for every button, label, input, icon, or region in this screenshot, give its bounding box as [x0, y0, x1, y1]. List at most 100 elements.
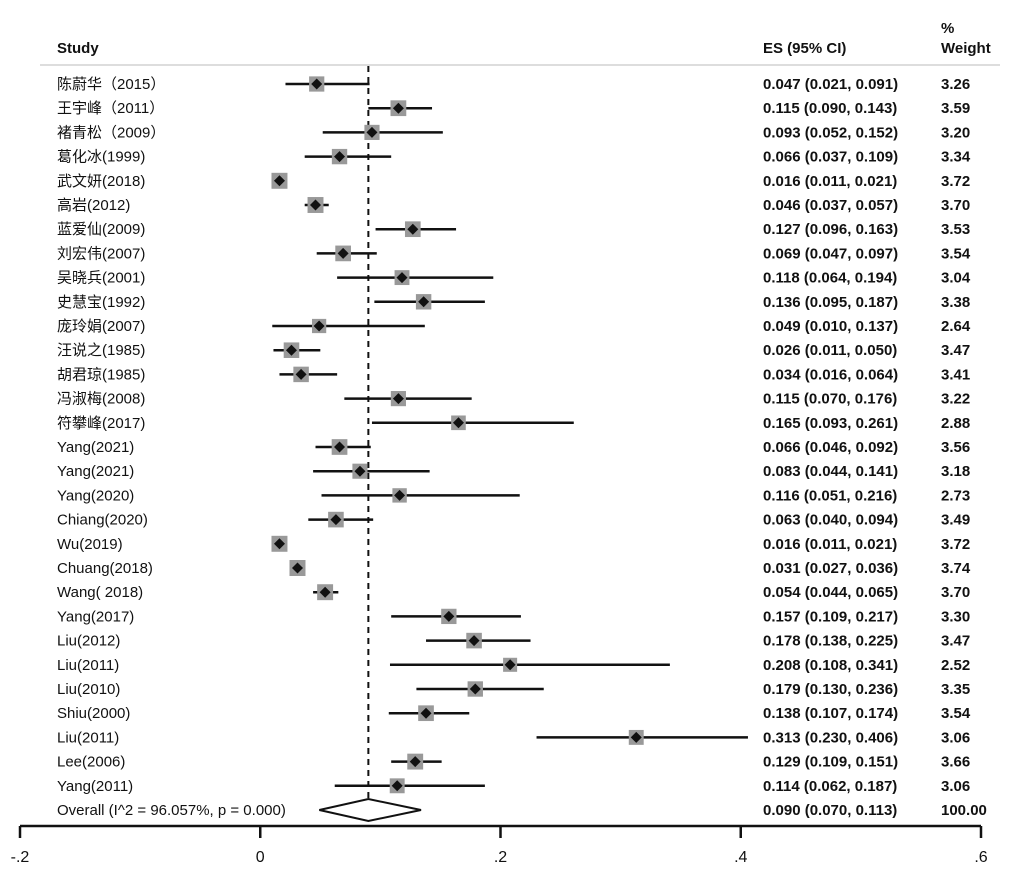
- x-tick-label: -.2: [11, 849, 30, 866]
- point-estimate: [396, 272, 408, 284]
- weight-text: 3.47: [941, 633, 970, 650]
- point-estimate: [392, 393, 404, 405]
- weight-text: 3.30: [941, 608, 970, 625]
- es-ci-text: 0.178 (0.138, 0.225): [763, 633, 898, 650]
- weight-text: 3.18: [941, 463, 970, 480]
- point-estimate: [319, 586, 331, 598]
- x-tick-label: .6: [974, 849, 987, 866]
- es-ci-text: 0.047 (0.021, 0.091): [763, 76, 898, 93]
- es-ci-text: 0.115 (0.090, 0.143): [763, 100, 897, 117]
- point-estimate: [273, 538, 285, 550]
- weight-text: 3.06: [941, 729, 970, 746]
- study-label: 陈蔚华（2015）: [57, 75, 165, 93]
- study-label: Yang(2021): [57, 463, 134, 480]
- study-label: 高岩(2012): [57, 197, 130, 214]
- study-row: 高岩(2012) 0.046 (0.037, 0.057) 3.70: [57, 197, 970, 214]
- es-ci-text: 0.066 (0.037, 0.109): [763, 149, 898, 166]
- study-row: 冯淑梅(2008) 0.115 (0.070, 0.176) 3.22: [57, 391, 970, 408]
- es-ci-text: 0.049 (0.010, 0.137): [763, 318, 898, 335]
- x-axis: -.2 0 .2 .4 .6: [11, 824, 988, 866]
- weight-text: 3.54: [941, 705, 971, 722]
- study-row: Yang(2021) 0.066 (0.046, 0.092) 3.56: [57, 439, 970, 456]
- study-label: 符攀峰(2017): [57, 415, 145, 432]
- weight-text: 3.53: [941, 221, 970, 238]
- overall-label: Overall (I^2 = 96.057%, p = 0.000): [57, 802, 286, 819]
- forest-marks: 陈蔚华（2015） 0.047 (0.021, 0.091) 3.26 王宇峰（201…: [57, 66, 987, 826]
- weight-text: 3.22: [941, 391, 970, 408]
- es-ci-text: 0.116 (0.051, 0.216): [763, 487, 897, 504]
- study-row: 王宇峰（2011） 0.115 (0.090, 0.143) 3.59: [57, 100, 970, 117]
- study-row: 陈蔚华（2015） 0.047 (0.021, 0.091) 3.26: [57, 75, 970, 93]
- es-ci-text: 0.138 (0.107, 0.174): [763, 705, 898, 722]
- point-estimate: [394, 489, 406, 501]
- es-ci-text: 0.016 (0.011, 0.021): [763, 173, 897, 190]
- es-ci-text: 0.016 (0.011, 0.021): [763, 536, 897, 553]
- study-row: Yang(2017) 0.157 (0.109, 0.217) 3.30: [57, 608, 970, 625]
- study-label: 冯淑梅(2008): [57, 391, 145, 408]
- point-estimate: [452, 417, 464, 429]
- overall-ci-text: 0.090 (0.070, 0.113): [763, 802, 897, 819]
- weight-text: 3.72: [941, 173, 970, 190]
- study-row: Wu(2019) 0.016 (0.011, 0.021) 3.72: [57, 536, 970, 553]
- study-label: Chuang(2018): [57, 560, 153, 577]
- weight-text: 3.72: [941, 536, 970, 553]
- es-ci-text: 0.114 (0.062, 0.187): [763, 778, 897, 795]
- study-row: 汪说之(1985) 0.026 (0.011, 0.050) 3.47: [57, 342, 970, 359]
- study-label: 葛化冰(1999): [57, 149, 145, 166]
- study-label: 刘宏伟(2007): [57, 245, 145, 262]
- study-label: Wang( 2018): [57, 584, 143, 601]
- study-row: Yang(2021) 0.083 (0.044, 0.141) 3.18: [57, 463, 970, 480]
- es-ci-text: 0.127 (0.096, 0.163): [763, 221, 898, 238]
- study-row: 胡君琼(1985) 0.034 (0.016, 0.064) 3.41: [57, 366, 970, 383]
- study-label: Yang(2020): [57, 487, 134, 504]
- point-estimate: [420, 707, 432, 719]
- study-label: 蓝爱仙(2009): [57, 221, 145, 238]
- weight-text: 2.52: [941, 657, 970, 674]
- point-estimate: [295, 368, 307, 380]
- point-estimate: [291, 562, 303, 574]
- point-estimate: [418, 296, 430, 308]
- weight-text: 3.38: [941, 294, 970, 311]
- weight-text: 2.88: [941, 415, 970, 432]
- study-label: 褚青松（2009）: [57, 124, 165, 141]
- study-row: 庞玲娟(2007) 0.049 (0.010, 0.137) 2.64: [57, 318, 971, 335]
- point-estimate: [334, 151, 346, 163]
- x-tick-label: 0: [256, 849, 265, 866]
- study-label: 汪说之(1985): [57, 342, 145, 359]
- es-ci-text: 0.179 (0.130, 0.236): [763, 681, 898, 698]
- study-row: Liu(2011) 0.208 (0.108, 0.341) 2.52: [57, 657, 970, 674]
- weight-text: 3.70: [941, 584, 970, 601]
- weight-text: 3.26: [941, 76, 970, 93]
- x-tick-label: .4: [734, 849, 747, 866]
- weight-text: 3.35: [941, 681, 970, 698]
- weight-text: 3.66: [941, 754, 970, 771]
- study-label: Liu(2012): [57, 633, 120, 650]
- header-study: Study: [57, 40, 99, 57]
- point-estimate: [409, 756, 421, 768]
- study-label: 王宇峰（2011）: [57, 100, 164, 117]
- es-ci-text: 0.118 (0.064, 0.194): [763, 270, 897, 287]
- point-estimate: [392, 102, 404, 114]
- point-estimate: [469, 683, 481, 695]
- study-row: Chiang(2020) 0.063 (0.040, 0.094) 3.49: [57, 512, 970, 529]
- study-label: Wu(2019): [57, 536, 123, 553]
- weight-text: 2.73: [941, 487, 970, 504]
- weight-text: 3.59: [941, 100, 970, 117]
- study-row: 刘宏伟(2007) 0.069 (0.047, 0.097) 3.54: [57, 245, 971, 262]
- study-row: 葛化冰(1999) 0.066 (0.037, 0.109) 3.34: [57, 149, 971, 166]
- es-ci-text: 0.066 (0.046, 0.092): [763, 439, 898, 456]
- point-estimate: [310, 199, 322, 211]
- study-label: Liu(2010): [57, 681, 120, 698]
- es-ci-text: 0.165 (0.093, 0.261): [763, 415, 898, 432]
- es-ci-text: 0.054 (0.044, 0.065): [763, 584, 898, 601]
- study-label: Shiu(2000): [57, 705, 130, 722]
- weight-text: 3.34: [941, 149, 971, 166]
- es-ci-text: 0.046 (0.037, 0.057): [763, 197, 898, 214]
- weight-text: 3.56: [941, 439, 970, 456]
- point-estimate: [334, 441, 346, 453]
- study-row: Liu(2011) 0.313 (0.230, 0.406) 3.06: [57, 729, 970, 746]
- overall-row: Overall (I^2 = 96.057%, p = 0.000) 0.090 …: [57, 797, 987, 823]
- study-row: Yang(2011) 0.114 (0.062, 0.187) 3.06: [57, 778, 970, 795]
- es-ci-text: 0.093 (0.052, 0.152): [763, 124, 898, 141]
